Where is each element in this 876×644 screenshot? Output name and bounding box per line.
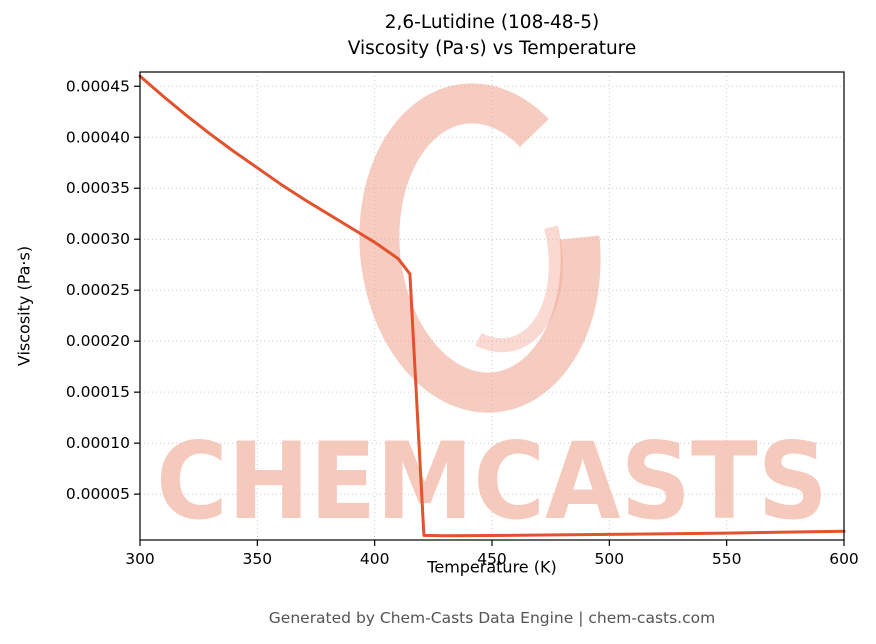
y-tick-label: 0.00045 — [66, 77, 130, 95]
y-tick-label: 0.00035 — [66, 179, 130, 197]
chemcasts-swirl-inner-watermark — [411, 133, 563, 353]
y-tick-label: 0.00015 — [66, 383, 130, 401]
chart-title-line1: 2,6-Lutidine (108-48-5) — [384, 12, 600, 33]
y-tick-label: 0.00040 — [66, 128, 130, 146]
x-tick-label: 550 — [712, 550, 742, 568]
x-tick-label: 500 — [595, 550, 625, 568]
chart-title-line2: Viscosity (Pa·s) vs Temperature — [347, 38, 637, 60]
chemcasts-swirl-logo-watermark — [359, 83, 601, 413]
x-axis-label: Temperature (K) — [427, 557, 557, 577]
y-tick-label: 0.00005 — [66, 485, 130, 503]
x-tick-label: 450 — [477, 550, 507, 568]
y-tick-label: 0.00020 — [66, 332, 130, 350]
y-tick-label: 0.00030 — [66, 230, 130, 248]
chart-title: 2,6-Lutidine (108-48-5) Viscosity (Pa·s)… — [140, 10, 844, 63]
chemcasts-text-watermark: CHEMCASTS — [156, 420, 828, 543]
viscosity-series-line — [138, 74, 846, 538]
y-tick-label: 0.00010 — [66, 434, 130, 452]
footer-text: Generated by Chem-Casts Data Engine | ch… — [268, 609, 716, 627]
x-tick-label: 400 — [360, 550, 390, 568]
y-tick-label: 0.00025 — [66, 281, 130, 299]
y-axis-label: Viscosity (Pa·s) — [14, 245, 34, 367]
x-tick-label: 300 — [125, 550, 155, 568]
x-tick-label: 350 — [243, 550, 273, 568]
x-tick-label: 600 — [829, 550, 859, 568]
